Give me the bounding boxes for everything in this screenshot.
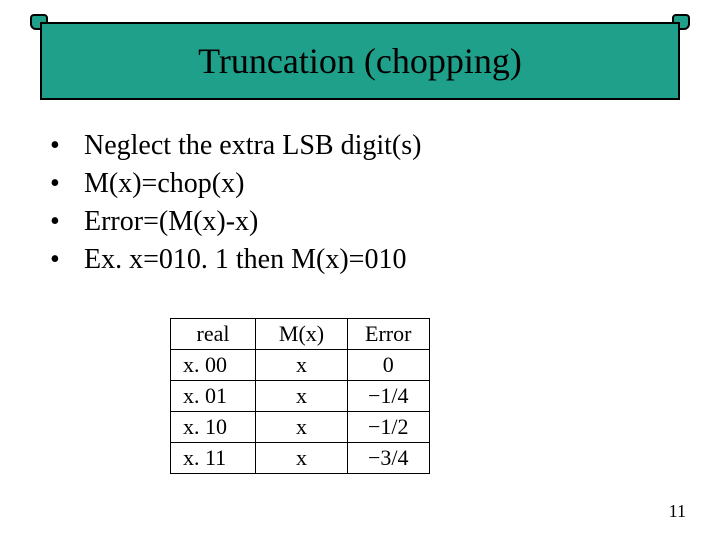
cell-error: −3/4 [348, 443, 430, 474]
table-row: x. 10 x −1/2 [171, 412, 430, 443]
bullet-text: Ex. x=010. 1 then M(x)=010 [84, 244, 406, 276]
cell-mx: x [256, 412, 348, 443]
page-number: 11 [669, 501, 686, 522]
bullet-text: Error=(M(x)-x) [84, 206, 258, 238]
truncation-table-wrap: real M(x) Error x. 00 x 0 x. 01 x −1/4 x… [170, 318, 430, 474]
cell-error: −1/2 [348, 412, 430, 443]
col-header-real: real [171, 319, 256, 350]
list-item: • M(x)=chop(x) [50, 168, 670, 200]
bullet-dot: • [50, 208, 84, 236]
list-item: • Neglect the extra LSB digit(s) [50, 130, 670, 162]
slide-title: Truncation (chopping) [198, 40, 522, 82]
bullet-dot: • [50, 246, 84, 274]
cell-real: x. 00 [171, 350, 256, 381]
cell-real: x. 11 [171, 443, 256, 474]
bullet-dot: • [50, 132, 84, 160]
cell-mx: x [256, 350, 348, 381]
cell-mx: x [256, 381, 348, 412]
table-row: x. 01 x −1/4 [171, 381, 430, 412]
truncation-table: real M(x) Error x. 00 x 0 x. 01 x −1/4 x… [170, 318, 430, 474]
col-header-error: Error [348, 319, 430, 350]
cell-real: x. 10 [171, 412, 256, 443]
bullet-text: Neglect the extra LSB digit(s) [84, 130, 421, 162]
title-banner: Truncation (chopping) [40, 22, 680, 100]
table-row: x. 11 x −3/4 [171, 443, 430, 474]
cell-real: x. 01 [171, 381, 256, 412]
bullet-text: M(x)=chop(x) [84, 168, 244, 200]
list-item: • Ex. x=010. 1 then M(x)=010 [50, 244, 670, 276]
cell-mx: x [256, 443, 348, 474]
cell-error: 0 [348, 350, 430, 381]
col-header-mx: M(x) [256, 319, 348, 350]
cell-error: −1/4 [348, 381, 430, 412]
bullet-dot: • [50, 170, 84, 198]
list-item: • Error=(M(x)-x) [50, 206, 670, 238]
table-header-row: real M(x) Error [171, 319, 430, 350]
table-row: x. 00 x 0 [171, 350, 430, 381]
bullet-list: • Neglect the extra LSB digit(s) • M(x)=… [50, 130, 670, 282]
